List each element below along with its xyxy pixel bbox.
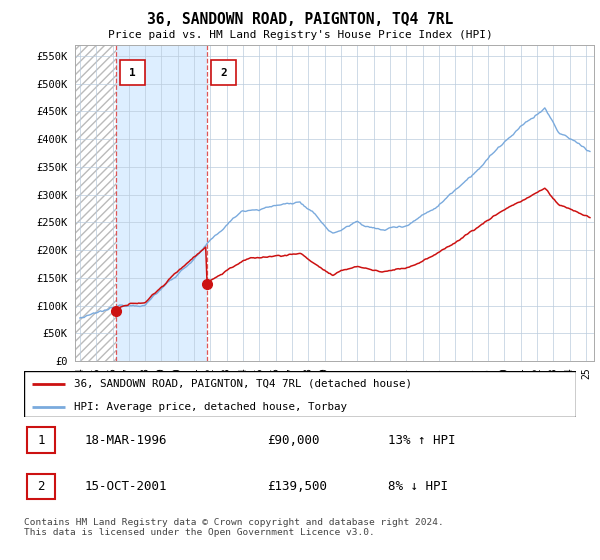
Text: 15-OCT-2001: 15-OCT-2001: [85, 480, 167, 493]
FancyBboxPatch shape: [120, 60, 145, 85]
Text: 36, SANDOWN ROAD, PAIGNTON, TQ4 7RL (detached house): 36, SANDOWN ROAD, PAIGNTON, TQ4 7RL (det…: [74, 379, 412, 389]
Text: Price paid vs. HM Land Registry's House Price Index (HPI): Price paid vs. HM Land Registry's House …: [107, 30, 493, 40]
Text: £90,000: £90,000: [267, 434, 319, 447]
FancyBboxPatch shape: [211, 60, 236, 85]
FancyBboxPatch shape: [27, 427, 55, 453]
Bar: [75, 45, 116, 361]
Text: 2: 2: [37, 480, 45, 493]
FancyBboxPatch shape: [27, 474, 55, 500]
Text: 18-MAR-1996: 18-MAR-1996: [85, 434, 167, 447]
Text: Contains HM Land Registry data © Crown copyright and database right 2024.
This d: Contains HM Land Registry data © Crown c…: [24, 518, 444, 538]
Text: HPI: Average price, detached house, Torbay: HPI: Average price, detached house, Torb…: [74, 402, 347, 412]
Bar: [116, 45, 207, 361]
Text: 36, SANDOWN ROAD, PAIGNTON, TQ4 7RL: 36, SANDOWN ROAD, PAIGNTON, TQ4 7RL: [147, 12, 453, 27]
Text: £139,500: £139,500: [267, 480, 327, 493]
Text: 13% ↑ HPI: 13% ↑ HPI: [388, 434, 456, 447]
Text: 2: 2: [220, 68, 227, 77]
Text: 1: 1: [129, 68, 136, 77]
FancyBboxPatch shape: [24, 371, 576, 417]
Text: 1: 1: [37, 434, 45, 447]
Text: 8% ↓ HPI: 8% ↓ HPI: [388, 480, 448, 493]
